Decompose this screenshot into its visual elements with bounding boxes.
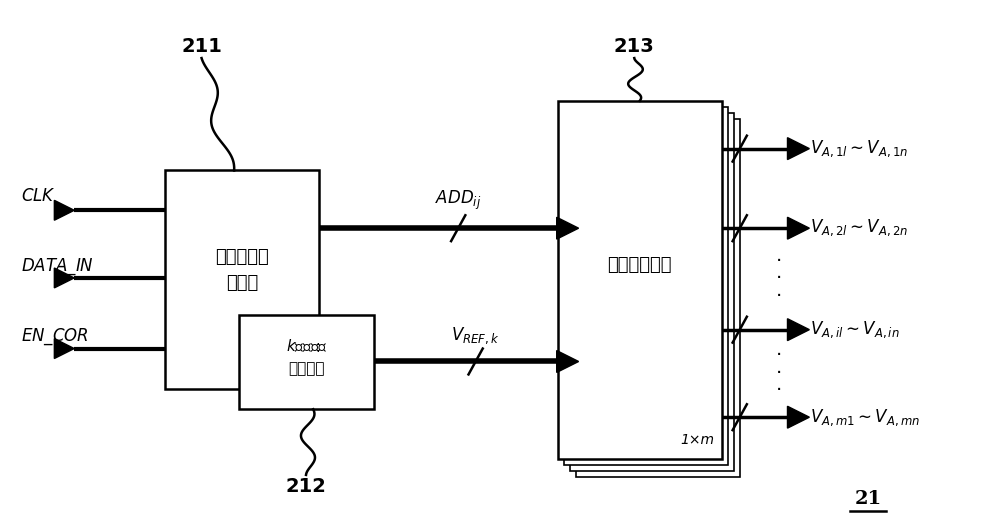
Bar <box>165 170 319 389</box>
Text: 矫正逻辑生
成电路: 矫正逻辑生 成电路 <box>215 248 269 292</box>
Polygon shape <box>54 339 74 358</box>
Text: $k$路电压源
生成电路: $k$路电压源 生成电路 <box>286 338 327 376</box>
Polygon shape <box>787 406 809 428</box>
Polygon shape <box>54 200 74 220</box>
Polygon shape <box>787 138 809 159</box>
Bar <box>570 113 734 471</box>
Text: $DATA\_IN$: $DATA\_IN$ <box>21 256 93 277</box>
Text: 213: 213 <box>614 37 655 56</box>
Text: $V_{A,m1}\sim V_{A,mn}$: $V_{A,m1}\sim V_{A,mn}$ <box>810 407 921 427</box>
Bar <box>564 107 728 465</box>
Text: ·
·
·: · · · <box>775 252 782 306</box>
Polygon shape <box>557 350 579 372</box>
Text: ·
·
·: · · · <box>775 346 782 400</box>
Text: $V_{A,il}\sim V_{A,in}$: $V_{A,il}\sim V_{A,in}$ <box>810 319 900 340</box>
Text: 开关器件阵列: 开关器件阵列 <box>608 256 672 274</box>
Polygon shape <box>54 268 74 288</box>
Polygon shape <box>557 217 579 239</box>
Text: 212: 212 <box>286 477 326 496</box>
Text: $V_{A,2l}\sim V_{A,2n}$: $V_{A,2l}\sim V_{A,2n}$ <box>810 218 908 238</box>
Text: $V_{REF,k}$: $V_{REF,k}$ <box>451 325 500 346</box>
Text: 1×m: 1×m <box>680 433 714 447</box>
Polygon shape <box>787 319 809 340</box>
Bar <box>239 315 374 409</box>
Bar <box>558 101 722 459</box>
Text: $ADD_{ij}$: $ADD_{ij}$ <box>435 189 481 212</box>
Text: $EN\_COR$: $EN\_COR$ <box>21 327 88 347</box>
Polygon shape <box>787 217 809 239</box>
Text: 21: 21 <box>854 490 882 508</box>
Text: $V_{A,1l}\sim V_{A,1n}$: $V_{A,1l}\sim V_{A,1n}$ <box>810 138 908 159</box>
Bar <box>576 119 740 477</box>
Text: $CLK$: $CLK$ <box>21 189 55 205</box>
Text: 211: 211 <box>181 37 222 56</box>
